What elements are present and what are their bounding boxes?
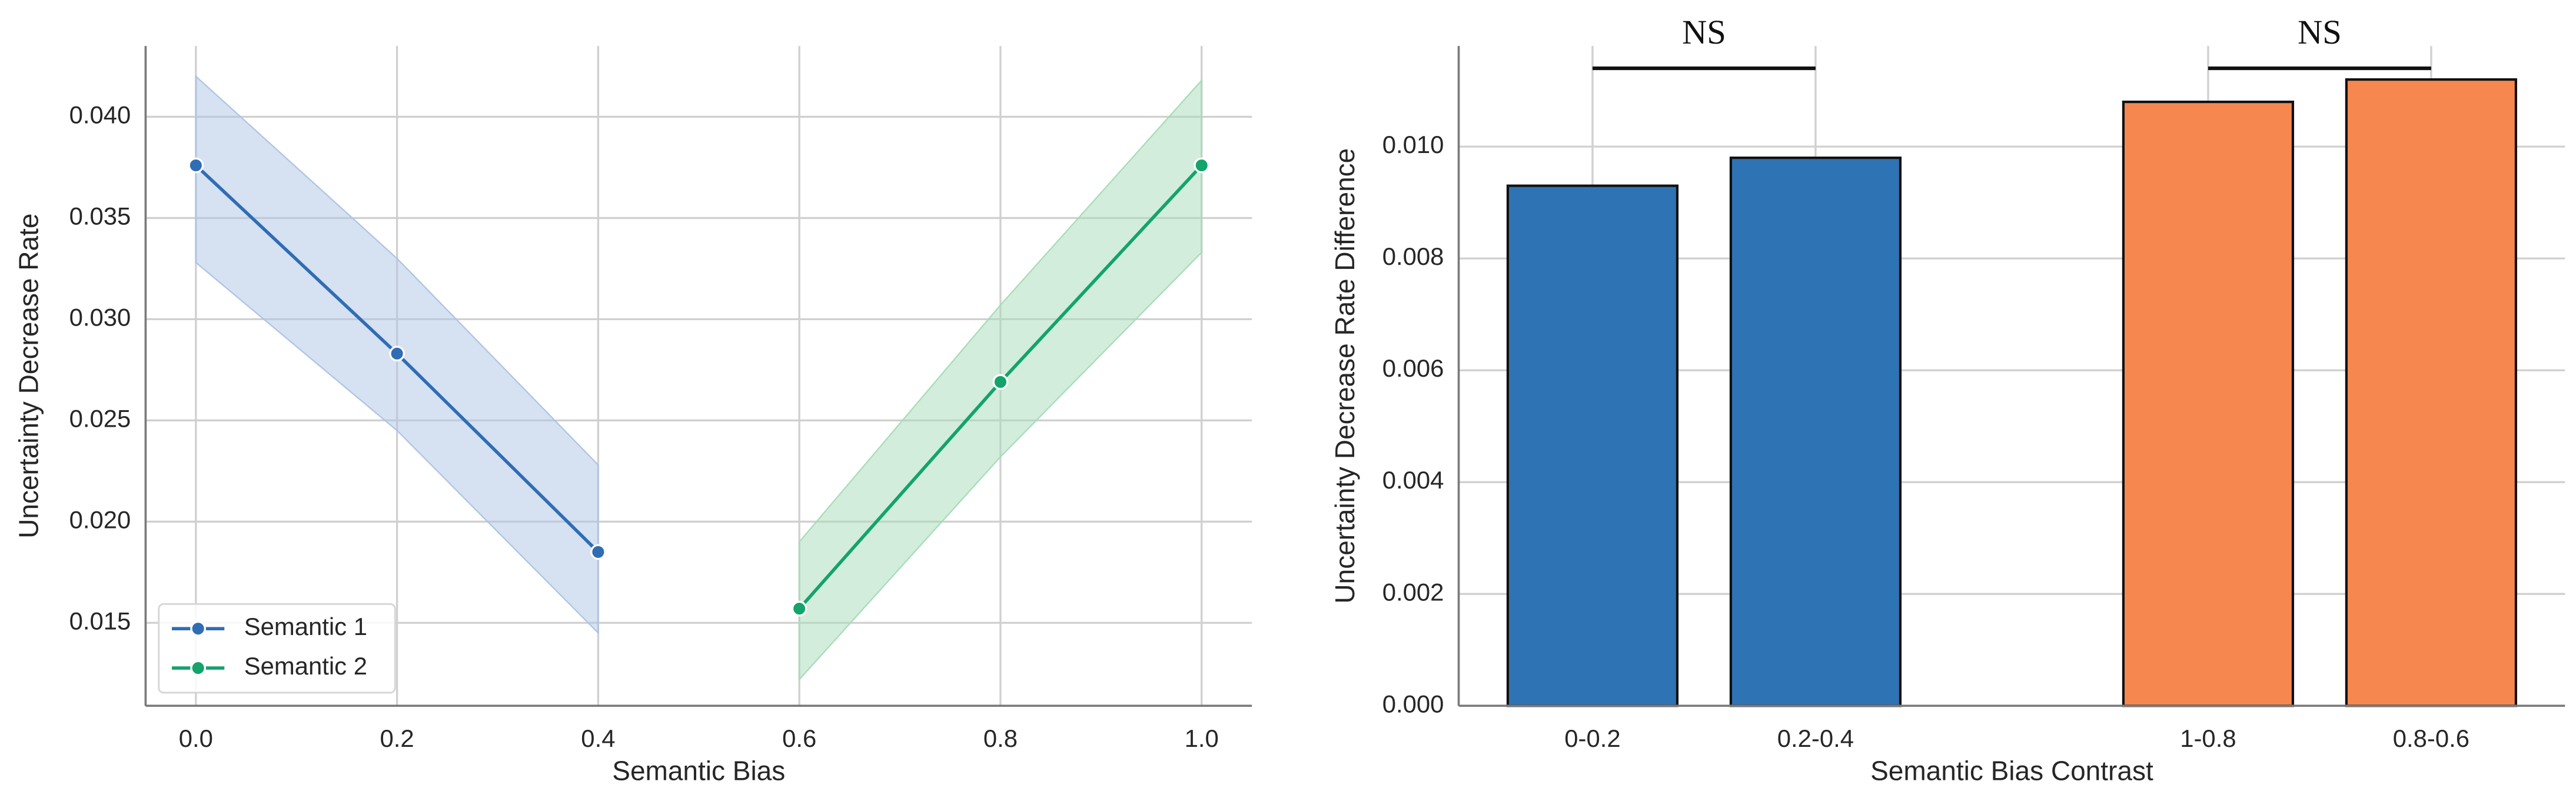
bar <box>1506 184 1679 707</box>
y-tick-label: 0.010 <box>1382 131 1444 158</box>
point <box>992 374 1009 390</box>
y-tick-label: 0.002 <box>1382 578 1444 606</box>
x-tick-label: 0.0 <box>179 724 213 752</box>
x-tick-label: 0.2-0.4 <box>1777 724 1854 752</box>
y-tick-label: 0.000 <box>1382 690 1444 717</box>
significance-label: NS <box>2298 13 2342 51</box>
x-tick-label: 0.8-0.6 <box>2393 724 2469 752</box>
x-tick-label: 0.2 <box>380 724 414 752</box>
y-tick-label: 0.030 <box>69 303 131 331</box>
legend-box <box>158 603 396 694</box>
bar <box>1729 157 1902 707</box>
y-tick-label: 0.008 <box>1382 242 1444 270</box>
legend-label: Semantic 1 <box>244 613 367 640</box>
significance-label: NS <box>1682 13 1726 51</box>
bar <box>2345 78 2518 707</box>
x-tick-label: 1-0.8 <box>2180 724 2236 752</box>
x-tick-label: 0.8 <box>983 724 1018 752</box>
x-tick-label: 0-0.2 <box>1564 724 1620 752</box>
x-axis-label: Semantic Bias <box>612 756 785 786</box>
bar <box>2122 101 2295 707</box>
legend-marker <box>190 660 207 676</box>
y-tick-label: 0.006 <box>1382 354 1444 382</box>
point <box>1194 157 1210 174</box>
x-tick-label: 0.4 <box>581 724 615 752</box>
y-axis-label: Uncertainty Decrease Rate <box>13 214 44 539</box>
y-tick-label: 0.040 <box>69 101 131 129</box>
legend-label: Semantic 2 <box>244 652 367 680</box>
x-axis-label: Semantic Bias Contrast <box>1870 756 2153 786</box>
y-tick-label: 0.004 <box>1382 466 1444 494</box>
y-axis-label: Uncertainty Decrease Rate Difference <box>1329 148 1360 604</box>
x-tick-label: 0.6 <box>782 724 816 752</box>
y-tick-label: 0.025 <box>69 404 131 432</box>
legend-marker <box>190 620 207 637</box>
point <box>389 345 405 362</box>
point <box>590 544 606 560</box>
y-tick-label: 0.015 <box>69 607 131 634</box>
point <box>188 157 204 174</box>
y-tick-label: 0.035 <box>69 202 131 230</box>
point <box>791 600 807 617</box>
y-tick-label: 0.020 <box>69 506 131 533</box>
x-tick-label: 1.0 <box>1185 724 1219 752</box>
